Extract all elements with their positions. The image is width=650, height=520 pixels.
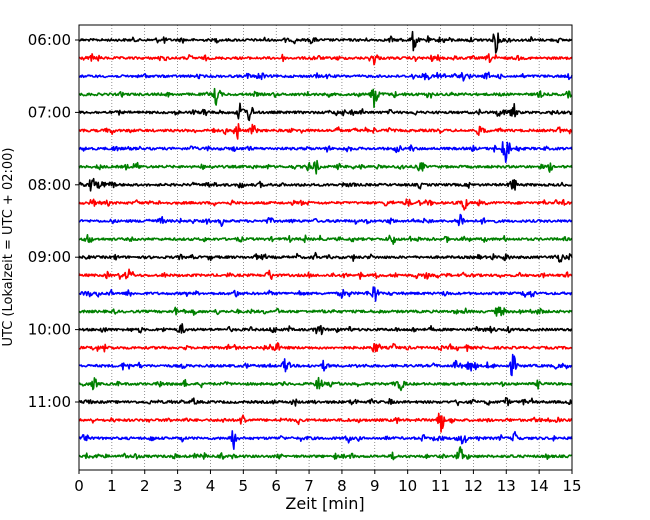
x-tick-label: 9 <box>370 477 380 495</box>
trace-06:00 <box>78 30 573 54</box>
trace-11:15 <box>78 412 573 433</box>
trace-08:15 <box>78 198 573 211</box>
trace-07:30 <box>78 141 573 163</box>
trace-08:45 <box>78 234 573 245</box>
trace-08:30 <box>78 213 573 228</box>
y-tick-label: 10:00 <box>28 321 71 339</box>
trace-10:00 <box>78 323 573 336</box>
trace-10:15 <box>78 342 573 353</box>
trace-10:30 <box>78 353 573 377</box>
x-tick-label: 12 <box>464 477 483 495</box>
x-tick-label: 5 <box>239 477 249 495</box>
x-tick-label: 7 <box>304 477 314 495</box>
x-tick-label: 15 <box>562 477 581 495</box>
y-tick-label: 07:00 <box>28 103 71 121</box>
x-tick-label: 4 <box>206 477 216 495</box>
trace-09:45 <box>78 306 573 317</box>
trace-11:00 <box>78 396 573 407</box>
y-axis-label: UTC (Lokalzeit = UTC + 02:00) <box>1 148 16 347</box>
x-tick-label: 10 <box>398 477 417 495</box>
trace-10:45 <box>78 376 573 392</box>
trace-11:45 <box>78 446 573 461</box>
x-tick-label: 8 <box>337 477 347 495</box>
plot-frame <box>78 24 573 471</box>
x-tick-label: 13 <box>497 477 516 495</box>
trace-07:15 <box>78 122 573 140</box>
trace-09:30 <box>78 286 573 302</box>
axis-ticks: 0 1 2 3 4 5 6 7 8 9 10 11 12 13 14 1506:0007:0008:0009:… <box>28 31 582 495</box>
trace-09:00 <box>78 251 573 263</box>
trace-06:45 <box>78 87 573 109</box>
x-tick-label: 2 <box>140 477 150 495</box>
trace-07:00 <box>78 102 573 122</box>
plot-background <box>79 25 572 470</box>
y-tick-label: 08:00 <box>28 176 71 194</box>
y-tick-label: 11:00 <box>28 393 71 411</box>
x-axis-label: Zeit [min] <box>285 494 364 513</box>
trace-09:15 <box>78 268 573 280</box>
trace-07:45 <box>78 159 573 175</box>
x-tick-label: 14 <box>530 477 549 495</box>
x-tick-label: 0 <box>74 477 84 495</box>
x-tick-label: 11 <box>431 477 450 495</box>
x-grid-lines <box>111 25 540 470</box>
seismic-traces <box>78 30 573 461</box>
trace-08:00 <box>78 177 573 192</box>
trace-06:30 <box>78 71 573 82</box>
y-tick-label: 09:00 <box>28 248 71 266</box>
y-tick-label: 06:00 <box>28 31 71 49</box>
trace-06:15 <box>78 53 573 66</box>
x-tick-label: 1 <box>107 477 117 495</box>
x-tick-label: 6 <box>271 477 281 495</box>
x-tick-label: 3 <box>173 477 183 495</box>
trace-11:30 <box>78 430 573 450</box>
